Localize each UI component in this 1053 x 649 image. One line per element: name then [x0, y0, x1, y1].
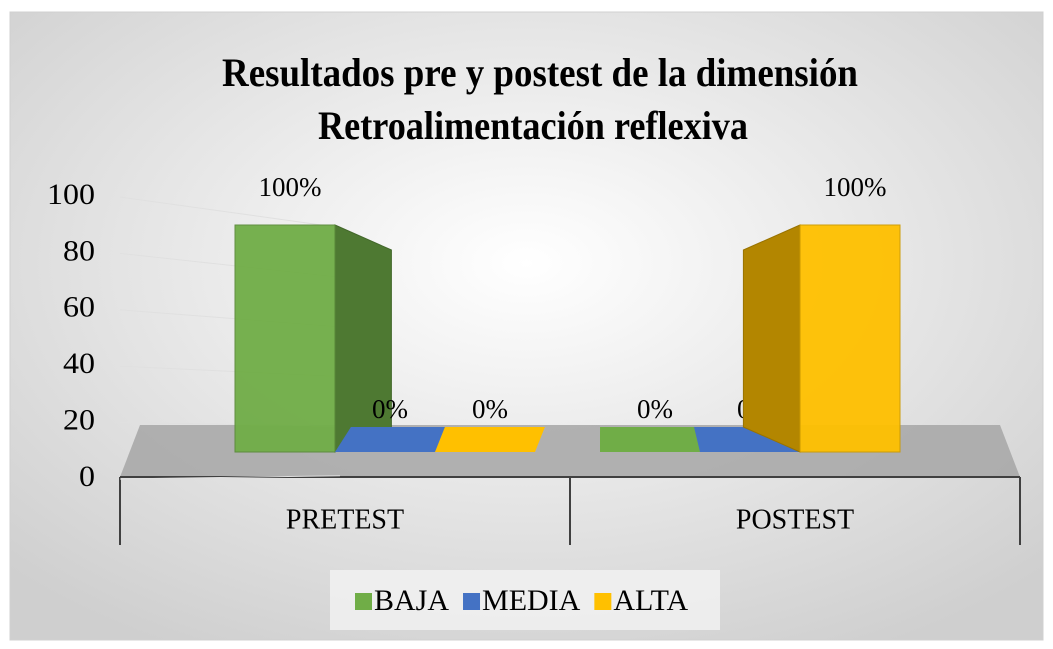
bar: [742, 224, 901, 453]
data-label: 0%: [372, 394, 408, 424]
legend-label: ALTA: [613, 584, 688, 617]
bar: [234, 224, 392, 453]
y-tick-label: 60: [63, 291, 95, 324]
legend-box: [330, 570, 720, 630]
data-label: 100%: [824, 172, 887, 202]
bar: [335, 427, 451, 452]
data-label: 100%: [259, 172, 322, 202]
y-tick-label: 40: [63, 347, 95, 380]
bar: [600, 427, 701, 452]
grid-line: [119, 475, 341, 480]
bar-front: [799, 224, 901, 453]
legend-swatch: [463, 593, 481, 610]
bar: [435, 427, 545, 452]
data-label: 0%: [637, 394, 673, 424]
y-tick-label: 80: [63, 234, 95, 267]
bar-flat: [600, 427, 701, 452]
y-tick-label: 0: [79, 460, 95, 493]
grid-line: [119, 196, 341, 229]
legend-label: BAJA: [374, 584, 449, 617]
bar-flat: [335, 427, 451, 452]
legend-swatch: [355, 593, 372, 610]
chart-title: Resultados pre y postest de la dimensión: [222, 50, 858, 95]
legend-label: MEDIA: [482, 584, 581, 617]
bar-flat: [435, 427, 545, 452]
bar-side: [742, 224, 801, 453]
y-tick-label: 20: [63, 403, 95, 436]
bar-front: [234, 224, 336, 453]
legend-swatch: [594, 593, 612, 610]
x-tick-label: POSTEST: [736, 504, 854, 535]
y-tick-label: 100: [47, 178, 95, 211]
data-label: 0%: [472, 394, 508, 424]
x-tick-label: PRETEST: [286, 504, 404, 535]
chart-title: Retroalimentación reflexiva: [318, 103, 748, 148]
